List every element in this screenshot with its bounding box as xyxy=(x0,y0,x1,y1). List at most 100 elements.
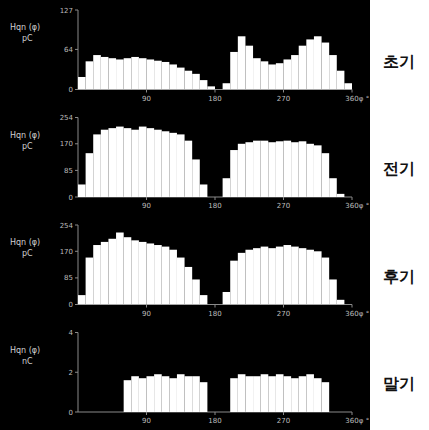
bar xyxy=(177,258,185,305)
y-unit: pC xyxy=(22,142,33,151)
bar xyxy=(139,242,147,305)
bar xyxy=(314,378,322,412)
bar xyxy=(238,374,246,412)
y-tick-label: 254 xyxy=(60,222,74,230)
bar xyxy=(93,245,101,304)
bar xyxy=(139,378,147,412)
bar xyxy=(162,62,170,90)
x-tick-label: 360 xyxy=(345,95,358,103)
bar xyxy=(131,240,139,304)
bar xyxy=(329,279,337,304)
panel-title: 말기 xyxy=(383,374,415,393)
bar xyxy=(116,127,124,197)
bar xyxy=(169,64,177,89)
x-tick xyxy=(352,412,353,415)
bar xyxy=(329,178,337,197)
y-tick-label: 85 xyxy=(64,274,73,282)
bar xyxy=(124,237,132,304)
bar xyxy=(306,144,314,197)
x-tick-label: 90 xyxy=(142,95,151,103)
y-tick-label: 0 xyxy=(69,86,73,94)
x-tick-label: 90 xyxy=(142,310,151,318)
bar xyxy=(284,245,292,304)
bar xyxy=(329,55,337,89)
y-tick xyxy=(75,304,78,305)
bar xyxy=(215,412,223,413)
x-tick xyxy=(352,90,353,93)
bar xyxy=(177,68,185,90)
bar xyxy=(131,57,139,90)
y-unit: nC xyxy=(22,357,33,366)
bar xyxy=(230,378,238,412)
bar xyxy=(169,133,177,197)
bar xyxy=(147,243,155,304)
panel: Hqn (φ)pC90180270360φ °085170254전기 xyxy=(10,114,415,210)
x-tick-label: 360 xyxy=(345,310,358,318)
bar xyxy=(200,382,208,412)
bar xyxy=(200,80,208,89)
bar xyxy=(245,46,253,90)
y-tick-label: 254 xyxy=(60,114,74,122)
bar xyxy=(124,380,132,412)
x-tick xyxy=(146,197,147,200)
bar xyxy=(322,153,330,197)
bar xyxy=(230,150,238,197)
bar xyxy=(162,247,170,305)
x-tick-label: 270 xyxy=(277,95,290,103)
bar xyxy=(101,57,109,90)
x-tick xyxy=(215,412,216,415)
bar xyxy=(154,130,162,197)
bar xyxy=(261,141,269,197)
bar xyxy=(329,412,337,413)
y-unit: pC xyxy=(22,249,33,258)
bar xyxy=(131,376,139,412)
x-tick-label: 90 xyxy=(142,417,151,425)
bar xyxy=(101,412,109,413)
y-tick xyxy=(75,251,78,252)
y-tick-label: 0 xyxy=(69,409,73,417)
bar xyxy=(253,58,261,89)
background xyxy=(0,0,370,430)
bar xyxy=(147,128,155,197)
bar xyxy=(314,251,322,304)
bar xyxy=(337,300,345,305)
y-tick-label: 170 xyxy=(60,140,73,148)
bar xyxy=(207,197,215,198)
bar xyxy=(322,43,330,90)
bar xyxy=(299,376,307,412)
panel-title: 초기 xyxy=(383,52,415,71)
bar xyxy=(314,36,322,89)
bar xyxy=(261,61,269,89)
bar xyxy=(291,55,299,89)
bar xyxy=(299,248,307,304)
bar xyxy=(185,71,193,90)
bar xyxy=(86,61,94,89)
x-tick-label: 270 xyxy=(277,202,290,210)
y-tick xyxy=(75,143,78,144)
bar xyxy=(223,412,231,413)
y-tick-label: 127 xyxy=(60,7,73,15)
bar xyxy=(162,131,170,197)
bar xyxy=(276,63,284,89)
y-tick xyxy=(75,225,78,226)
bar xyxy=(116,59,124,89)
bar xyxy=(154,374,162,412)
bar xyxy=(344,197,352,198)
bar xyxy=(299,141,307,197)
bar xyxy=(124,128,132,197)
bar xyxy=(177,374,185,412)
x-tick-label: 90 xyxy=(142,202,151,210)
bar xyxy=(86,258,94,305)
bars xyxy=(124,374,330,412)
bar xyxy=(337,194,345,197)
x-tick-label: 180 xyxy=(208,202,221,210)
bar xyxy=(337,71,345,90)
bar xyxy=(116,233,124,305)
panel-title: 후기 xyxy=(383,267,415,286)
x-tick xyxy=(146,412,147,415)
bars xyxy=(78,127,344,197)
bar xyxy=(306,374,314,412)
bar xyxy=(245,250,253,305)
bar xyxy=(322,382,330,412)
bar xyxy=(344,83,352,89)
